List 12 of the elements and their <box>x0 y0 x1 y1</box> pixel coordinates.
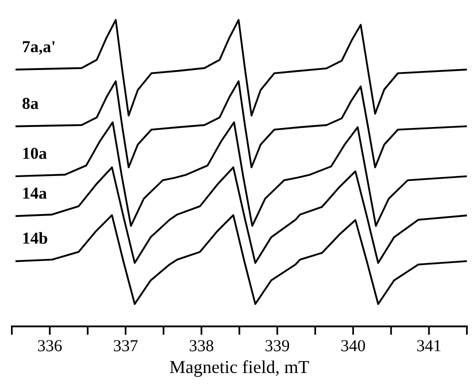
series-label: 10a <box>23 148 47 159</box>
x-tick-label: 337 <box>114 340 138 352</box>
series-label: 7a,a' <box>22 41 54 55</box>
series-label: 8a <box>22 98 38 110</box>
x-tick-label: 339 <box>266 340 290 352</box>
x-tick-label: 340 <box>341 340 365 352</box>
series-label: 14a <box>23 188 47 199</box>
x-tick-label: 341 <box>417 340 440 352</box>
x-axis-title: Magnetic field, mT <box>170 360 310 377</box>
x-tick-label: 336 <box>38 340 62 352</box>
series-label: 14b <box>23 232 48 244</box>
x-tick-label: 338 <box>190 340 214 352</box>
